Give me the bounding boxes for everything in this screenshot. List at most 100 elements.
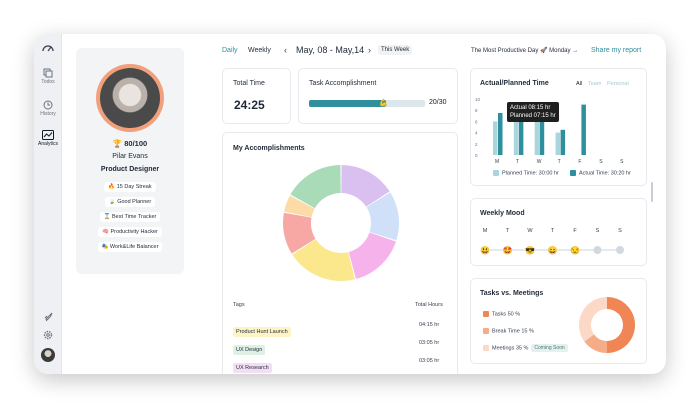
profile-photo-ring xyxy=(96,64,164,132)
mood-day-label: M xyxy=(483,228,488,234)
mood-empty-dot[interactable] xyxy=(616,246,624,254)
tab-weekly[interactable]: Weekly xyxy=(248,47,271,54)
date-range: May, 08 - May,14 xyxy=(296,45,365,55)
share-report-link[interactable]: Share my report xyxy=(591,47,642,54)
bar-actual[interactable] xyxy=(581,104,586,155)
y-tick-label: 6 xyxy=(475,119,478,124)
tasks-meetings-segment xyxy=(584,334,607,353)
tasks-meetings-title: Tasks vs. Meetings xyxy=(480,290,544,297)
y-tick-label: 2 xyxy=(475,142,478,147)
rail-item-history[interactable]: History xyxy=(34,100,62,117)
bar-planned[interactable] xyxy=(493,121,498,155)
rail-item-todos[interactable]: Todos xyxy=(34,68,62,85)
bar-actual[interactable] xyxy=(539,121,545,155)
hours-header: Total Hours xyxy=(415,302,443,308)
mood-emoji-icon[interactable]: 😎 xyxy=(525,246,535,255)
badge-work-life: 🎭 Work&Life Balancer xyxy=(97,242,163,252)
tags-header: Tags xyxy=(233,302,245,308)
mood-empty-dot[interactable] xyxy=(593,246,602,254)
tag-hours: 03:05 hr xyxy=(419,340,440,346)
filter-team[interactable]: Team xyxy=(588,81,602,87)
bar-actual[interactable] xyxy=(498,113,503,155)
weekly-mood-title: Weekly Mood xyxy=(480,210,525,217)
bar-planned[interactable] xyxy=(513,121,519,155)
break-swatch xyxy=(483,328,489,334)
user-avatar-button[interactable] xyxy=(34,348,62,362)
todos-icon xyxy=(43,68,53,78)
tag-row[interactable]: Product Hunt Launch xyxy=(233,320,291,338)
filter-all[interactable]: All xyxy=(576,81,583,87)
scrollbar[interactable] xyxy=(651,182,653,202)
tab-daily[interactable]: Daily xyxy=(222,47,238,54)
task-progress-fill xyxy=(309,100,387,107)
mood-day-label: F xyxy=(573,228,577,234)
actual-planned-bar-chart: 10 8 6 4 2 0 M T W T F S S xyxy=(475,97,624,165)
legend-planned-swatch xyxy=(493,170,499,176)
bar-actual[interactable] xyxy=(518,108,524,155)
mood-emoji-icon[interactable]: 😄 xyxy=(548,246,558,255)
task-title: Task Accomplishment xyxy=(309,80,377,87)
speed-logo-icon[interactable] xyxy=(34,42,62,52)
mood-emoji-icon[interactable]: 😒 xyxy=(570,246,580,255)
total-time-card: Total Time 24:25 xyxy=(222,68,291,124)
rail-label-history: History xyxy=(40,111,56,117)
analytics-window: Todos History Analytics 🏆 80/100 Pilar E… xyxy=(34,34,666,374)
break-label: Break Time 15 % xyxy=(492,328,534,335)
tag-product-hunt: Product Hunt Launch xyxy=(233,327,291,337)
y-tick-label: 0 xyxy=(475,153,478,158)
accomplishments-donut xyxy=(283,165,399,281)
analytics-icon xyxy=(42,130,54,140)
y-tick-label: 4 xyxy=(475,131,478,136)
mood-day-label: S xyxy=(618,228,622,234)
filter-personal[interactable]: Personal xyxy=(607,81,629,87)
chevron-right-icon[interactable]: › xyxy=(368,45,371,55)
x-tick-label: T xyxy=(516,159,519,165)
x-tick-label: T xyxy=(558,159,561,165)
coming-soon-badge: Coming Soon xyxy=(531,344,568,353)
tag-row[interactable]: UX Design xyxy=(233,338,266,356)
accomplishment-segment xyxy=(348,232,396,280)
accomplishment-segment xyxy=(283,212,316,254)
legend-actual-swatch xyxy=(569,170,576,176)
mood-emoji-icon[interactable]: 😃 xyxy=(480,246,490,255)
total-time-value: 24:25 xyxy=(234,98,265,112)
most-productive-day[interactable]: The Most Productive Day 🚀 Monday → xyxy=(471,48,579,54)
bar-planned[interactable] xyxy=(534,121,540,155)
mood-emoji-icon[interactable]: 🤩 xyxy=(503,246,513,255)
tag-hours: 03:05 hr xyxy=(419,358,440,364)
x-tick-label: W xyxy=(537,159,542,165)
accomplishment-segment xyxy=(292,239,355,281)
accomplishment-segment xyxy=(290,165,341,209)
legend-planned: Planned Time: 30:00 hr xyxy=(502,170,559,177)
bar-planned[interactable] xyxy=(555,132,561,155)
rail-label-analytics: Analytics xyxy=(37,141,58,147)
rail-item-analytics[interactable]: Analytics xyxy=(34,130,62,147)
actual-planned-card: Actual/Planned Time All Team Personal 10… xyxy=(470,68,647,186)
y-tick-label: 8 xyxy=(475,108,478,113)
badge-streak: 🔥 15 Day Streak xyxy=(104,182,156,192)
badge-time-tracker: ⌛ Best Time Tracker xyxy=(99,212,161,222)
chevron-left-icon[interactable]: ‹ xyxy=(284,45,287,55)
tasks-meetings-donut xyxy=(579,297,635,353)
left-rail: Todos History Analytics xyxy=(34,34,62,374)
badge-list: 🔥 15 Day Streak 🍃 Good Planner ⌛ Best Ti… xyxy=(76,177,184,252)
accomplishment-segment xyxy=(284,195,315,218)
tasks-meetings-segment xyxy=(607,297,635,353)
rocket-icon[interactable] xyxy=(34,312,62,322)
tag-row[interactable]: UX Research xyxy=(233,356,272,374)
badge-good-planner: 🍃 Good Planner xyxy=(104,197,156,207)
mood-day-label: S xyxy=(596,228,600,234)
this-week-button[interactable]: This Week xyxy=(378,45,413,55)
task-count: 20/30 xyxy=(429,99,447,106)
legend-break: Break Time 15 % xyxy=(483,328,534,334)
legend-meetings: Meetings 35 % Coming Soon xyxy=(483,344,568,353)
legend-actual: Actual Time: 30:20 hr xyxy=(578,170,631,177)
tag-ux-design: UX Design xyxy=(233,345,266,355)
meetings-swatch xyxy=(483,345,489,351)
bar-actual[interactable] xyxy=(560,129,566,155)
profile-photo xyxy=(100,68,160,128)
tooltip-actual: Actual 08:15 hr xyxy=(510,105,551,111)
profile-name: Pilar Evans xyxy=(112,153,148,160)
mood-timeline: M 😃 T 🤩 W 😎 T 😄 F 😒 S S xyxy=(480,228,624,255)
gear-icon[interactable] xyxy=(34,330,62,340)
